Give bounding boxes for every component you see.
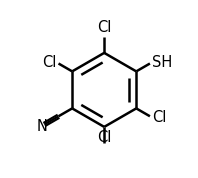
Text: SH: SH [152,55,172,70]
Text: Cl: Cl [152,110,167,125]
Text: Cl: Cl [97,20,111,35]
Text: N: N [36,119,47,134]
Text: Cl: Cl [97,130,111,145]
Text: Cl: Cl [42,55,56,70]
